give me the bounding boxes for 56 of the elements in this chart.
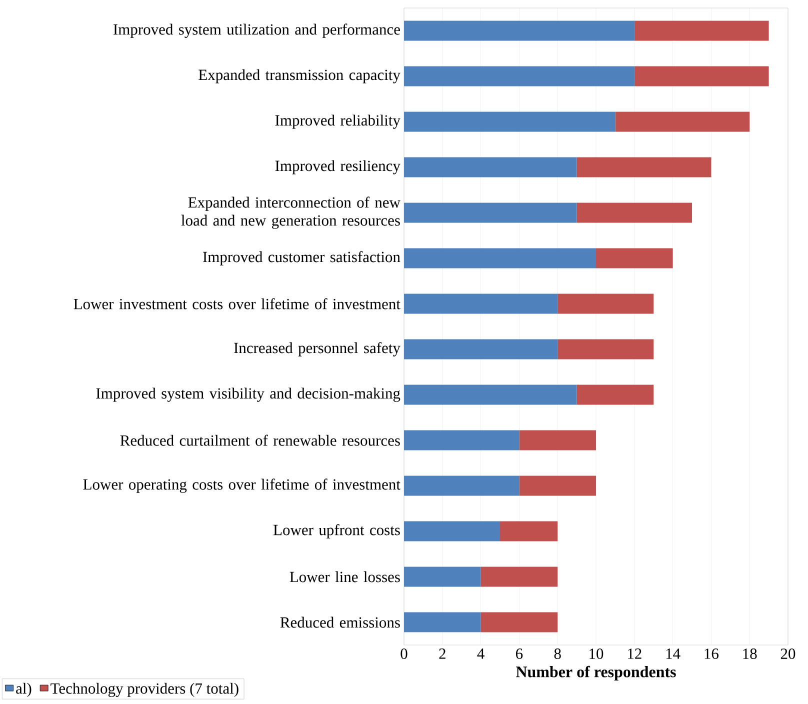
bar	[558, 339, 654, 360]
y-tick-label: Improved reliability	[275, 114, 400, 129]
y-tick-label: Lower line losses	[290, 571, 400, 582]
bar	[404, 157, 577, 178]
bar	[558, 294, 654, 314]
y-tick-label: Expanded interconnection of new load and new generation resources	[181, 196, 400, 229]
bar	[404, 566, 481, 587]
bar	[500, 521, 558, 542]
bar	[634, 20, 769, 41]
bar	[576, 157, 712, 178]
x-tick-label: 12	[628, 648, 642, 659]
y-tick-label: Improved resiliency	[275, 160, 400, 174]
bar	[404, 248, 596, 268]
bar	[404, 430, 520, 450]
bar	[404, 66, 634, 86]
bar	[404, 112, 616, 132]
y-tick-label: Increased personnel safety	[234, 342, 400, 356]
y-tick-label: Improved system visibility and decision-making	[96, 388, 400, 402]
bar	[480, 612, 558, 632]
y-tick-label: Improved system utilization and performance	[114, 24, 400, 38]
legend-label: Technology providers (7 total)	[50, 682, 238, 697]
bar	[519, 476, 596, 496]
bar	[615, 112, 750, 132]
x-tick-label: 14	[666, 648, 680, 659]
x-tick-label: 20	[780, 648, 796, 660]
y-tick-label: Lower investment costs over lifetime of investment	[74, 298, 400, 310]
bar	[404, 612, 481, 632]
bar	[404, 521, 500, 542]
y-tick-label: Lower upfront costs	[273, 524, 400, 538]
bar	[404, 202, 577, 223]
bar	[519, 430, 596, 450]
bar	[404, 476, 520, 496]
x-tick-label: 4	[477, 648, 484, 659]
bar	[634, 66, 769, 86]
bar	[576, 384, 654, 405]
x-tick-label: 8	[554, 648, 561, 660]
bar	[404, 20, 634, 41]
bar	[480, 566, 558, 587]
x-tick-label: 2	[439, 648, 446, 659]
y-tick-label: Reduced curtailment of renewable resources	[120, 434, 400, 446]
x-tick-label: 6	[516, 648, 523, 659]
bar	[404, 339, 558, 360]
x-axis-title: Number of respondents	[516, 666, 676, 681]
x-tick-label: 0	[400, 648, 408, 660]
bar	[404, 294, 558, 314]
y-tick-label: Lower operating costs over lifetime of investment	[83, 478, 400, 493]
bar	[576, 202, 692, 223]
y-tick-label: Reduced emissions	[280, 616, 400, 628]
bar	[404, 384, 577, 405]
x-tick-label: 16	[704, 648, 718, 659]
y-tick-label: Expanded transmission capacity	[198, 69, 400, 84]
legend-label: al)	[16, 682, 32, 697]
bar	[596, 248, 673, 268]
x-tick-label: 18	[743, 648, 757, 660]
x-tick-label: 10	[590, 648, 604, 660]
y-tick-label: Improved customer satisfaction	[203, 251, 400, 266]
